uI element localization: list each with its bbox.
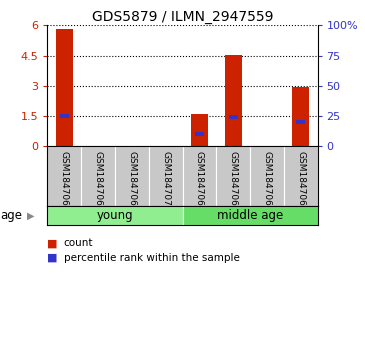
Text: GSM1847065: GSM1847065 xyxy=(262,151,272,212)
Text: GSM1847063: GSM1847063 xyxy=(195,151,204,212)
Text: GSM1847067: GSM1847067 xyxy=(60,151,69,212)
Bar xyxy=(47,146,81,206)
Bar xyxy=(81,146,115,206)
Bar xyxy=(292,87,309,146)
Text: ■: ■ xyxy=(47,238,58,248)
Title: GDS5879 / ILMN_2947559: GDS5879 / ILMN_2947559 xyxy=(92,11,273,24)
Bar xyxy=(60,114,69,118)
Bar xyxy=(195,132,204,136)
Bar xyxy=(149,146,182,206)
Bar xyxy=(225,54,242,146)
Text: GSM1847069: GSM1847069 xyxy=(127,151,137,212)
Text: GSM1847070: GSM1847070 xyxy=(161,151,170,212)
Text: percentile rank within the sample: percentile rank within the sample xyxy=(64,253,240,263)
Text: GSM1847066: GSM1847066 xyxy=(296,151,305,212)
Text: GSM1847068: GSM1847068 xyxy=(93,151,103,212)
Bar xyxy=(228,115,238,119)
Bar xyxy=(182,206,318,225)
Bar xyxy=(296,120,305,124)
Bar xyxy=(250,146,284,206)
Text: young: young xyxy=(97,209,133,222)
Text: middle age: middle age xyxy=(217,209,283,222)
Bar xyxy=(47,206,182,225)
Text: ▶: ▶ xyxy=(27,211,35,221)
Text: GSM1847064: GSM1847064 xyxy=(228,151,238,211)
Bar xyxy=(56,29,73,146)
Text: ■: ■ xyxy=(47,253,58,263)
Bar xyxy=(191,114,208,146)
Bar xyxy=(216,146,250,206)
Bar xyxy=(115,146,149,206)
Text: age: age xyxy=(0,209,22,222)
Text: count: count xyxy=(64,238,93,248)
Bar xyxy=(284,146,318,206)
Bar xyxy=(182,146,216,206)
